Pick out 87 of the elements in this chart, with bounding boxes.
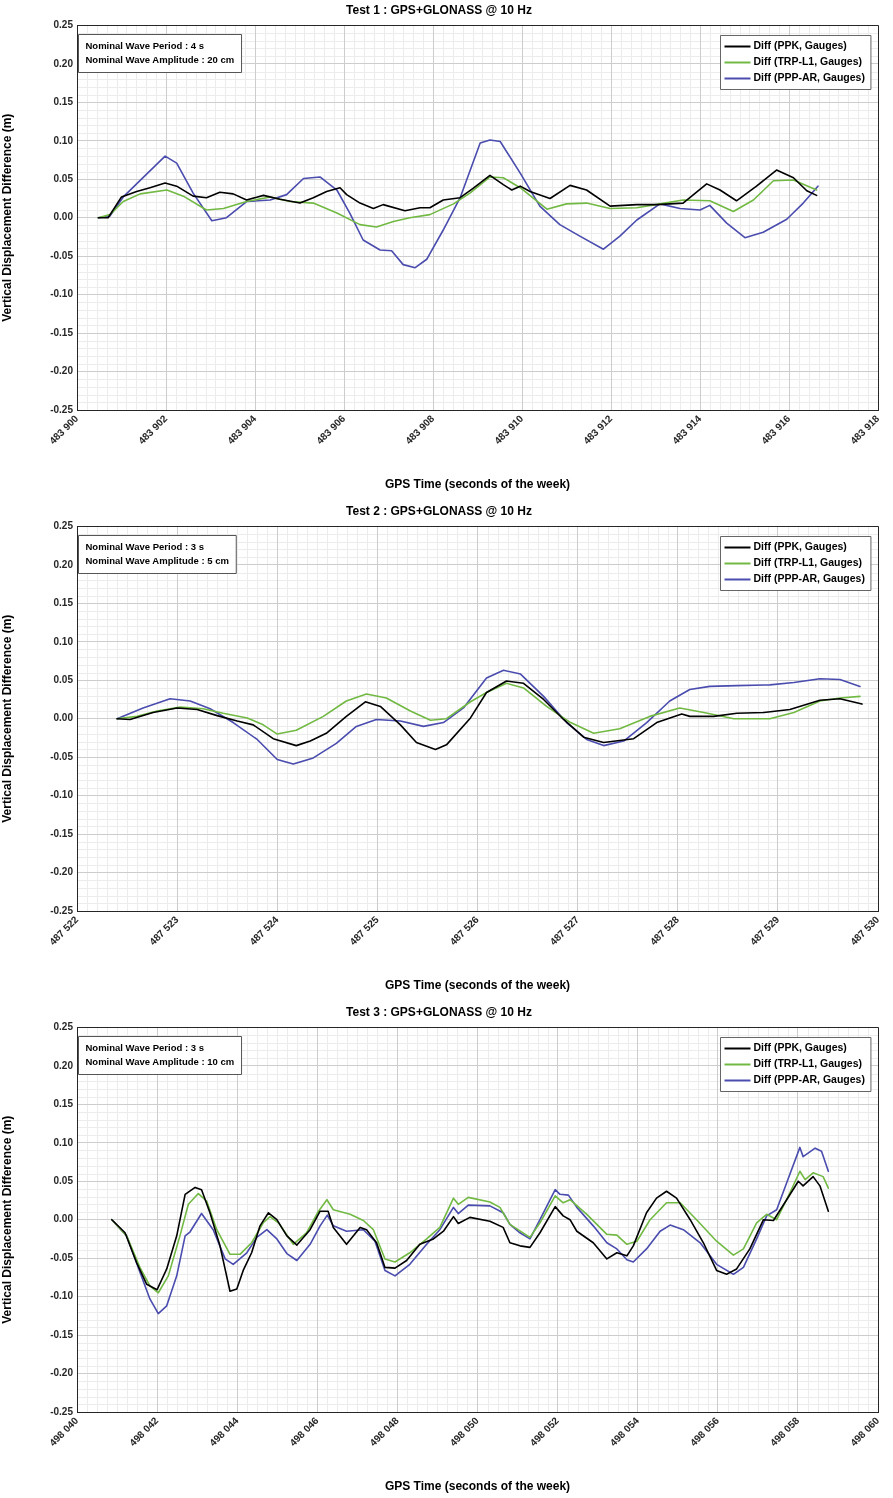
y-tick-label: 0.10 (53, 1136, 74, 1148)
x-tick-label: 498 048 (367, 1414, 402, 1449)
y-tick-label: 0.15 (53, 96, 74, 108)
y-tick-label: 0.15 (53, 597, 74, 609)
chart-title: Test 1 : GPS+GLONASS @ 10 Hz (346, 2, 532, 17)
x-tick-label: 498 042 (127, 1414, 161, 1449)
legend-label: Diff (TRP-L1, Gauges) (753, 55, 863, 68)
x-tick-label: 487 525 (347, 913, 382, 948)
x-tick-label: 487 528 (647, 913, 682, 948)
x-tick-label: 483 906 (314, 412, 348, 447)
chart-title: Test 3 : GPS+GLONASS @ 10 Hz (346, 1004, 532, 1019)
legend-label: Diff (TRP-L1, Gauges) (753, 1057, 863, 1070)
x-axis-title: GPS Time (seconds of the week) (384, 477, 571, 492)
y-tick-label: -0.05 (50, 1251, 74, 1263)
annotation: Nominal Wave Amplitude : 10 cm (85, 1056, 235, 1068)
y-tick-label: -0.15 (50, 326, 74, 338)
y-tick-label: -0.10 (50, 789, 74, 801)
y-tick-label: -0.15 (50, 1328, 74, 1340)
y-tick-label: 0.25 (53, 1021, 74, 1033)
y-tick-label: 0.05 (53, 172, 74, 184)
x-tick-label: 487 523 (147, 913, 181, 948)
legend-label: Diff (TRP-L1, Gauges) (753, 556, 863, 569)
y-tick-label: 0.25 (53, 520, 74, 532)
y-tick-label: 0.00 (53, 1213, 74, 1225)
legend-label: Diff (PPP-AR, Gauges) (753, 572, 865, 585)
annotation: Nominal Wave Period : 3 s (85, 541, 204, 553)
legend-label: Diff (PPK, Gauges) (753, 1041, 847, 1054)
x-tick-label: 498 052 (527, 1414, 562, 1449)
legend-label: Diff (PPK, Gauges) (753, 39, 847, 52)
x-tick-label: 498 054 (607, 1414, 642, 1449)
annotation: Nominal Wave Period : 4 s (85, 40, 204, 52)
y-tick-label: -0.25 (50, 1405, 74, 1417)
y-tick-label: -0.05 (50, 249, 74, 261)
x-tick-label: 498 056 (687, 1414, 722, 1449)
x-tick-label: 483 900 (47, 412, 81, 447)
legend-label: Diff (PPP-AR, Gauges) (753, 1073, 865, 1086)
y-tick-label: 0.20 (53, 558, 74, 570)
y-tick-label: -0.20 (50, 365, 74, 377)
y-tick-label: -0.25 (50, 904, 74, 916)
x-tick-label: 487 530 (848, 913, 882, 948)
x-tick-label: 498 060 (848, 1414, 882, 1449)
y-tick-label: 0.20 (53, 57, 74, 69)
x-tick-label: 498 044 (207, 1414, 241, 1449)
x-tick-label: 483 910 (492, 412, 526, 447)
y-tick-label: -0.10 (50, 288, 74, 300)
y-axis-title: Vertical Displacement Difference (m) (0, 614, 14, 823)
y-tick-label: -0.10 (50, 1290, 74, 1302)
legend-label: Diff (PPK, Gauges) (753, 540, 847, 553)
x-tick-label: 483 918 (848, 412, 882, 447)
x-axis-title: GPS Time (seconds of the week) (384, 978, 571, 993)
x-tick-label: 483 916 (759, 412, 793, 447)
y-tick-label: -0.25 (50, 403, 74, 415)
x-tick-label: 487 529 (747, 913, 782, 948)
x-tick-label: 498 058 (767, 1414, 802, 1449)
x-tick-label: 487 527 (547, 913, 582, 948)
x-tick-label: 483 908 (403, 412, 437, 447)
y-tick-label: 0.00 (53, 211, 74, 223)
y-axis-title: Vertical Displacement Difference (m) (0, 1115, 14, 1324)
y-tick-label: 0.25 (53, 19, 74, 31)
x-tick-label: 487 526 (447, 913, 482, 948)
y-tick-label: 0.05 (53, 1174, 74, 1186)
y-tick-label: 0.05 (53, 673, 74, 685)
y-axis-title: Vertical Displacement Difference (m) (0, 113, 14, 322)
y-tick-label: -0.05 (50, 750, 74, 762)
x-tick-label: 483 914 (670, 412, 704, 447)
annotation: Nominal Wave Period : 3 s (85, 1042, 204, 1054)
x-tick-label: 483 902 (136, 412, 170, 447)
y-tick-label: 0.10 (53, 134, 74, 146)
x-tick-label: 483 904 (225, 412, 259, 447)
x-tick-label: 487 524 (247, 913, 281, 948)
legend-label: Diff (PPP-AR, Gauges) (753, 71, 865, 84)
y-tick-label: 0.00 (53, 712, 74, 724)
y-tick-label: 0.15 (53, 1098, 74, 1110)
annotation: Nominal Wave Amplitude : 20 cm (85, 54, 235, 66)
x-tick-label: 483 912 (581, 412, 615, 447)
annotation: Nominal Wave Amplitude : 5 cm (85, 555, 229, 567)
y-tick-label: 0.10 (53, 635, 74, 647)
y-tick-label: -0.15 (50, 827, 74, 839)
x-axis-title: GPS Time (seconds of the week) (384, 1479, 571, 1494)
x-tick-label: 498 046 (287, 1414, 321, 1449)
y-tick-label: -0.20 (50, 1367, 74, 1379)
x-tick-label: 487 522 (47, 913, 81, 948)
x-tick-label: 498 050 (447, 1414, 482, 1449)
y-tick-label: -0.20 (50, 866, 74, 878)
y-tick-label: 0.20 (53, 1059, 74, 1071)
x-tick-label: 498 040 (47, 1414, 81, 1449)
chart-title: Test 2 : GPS+GLONASS @ 10 Hz (346, 503, 532, 518)
